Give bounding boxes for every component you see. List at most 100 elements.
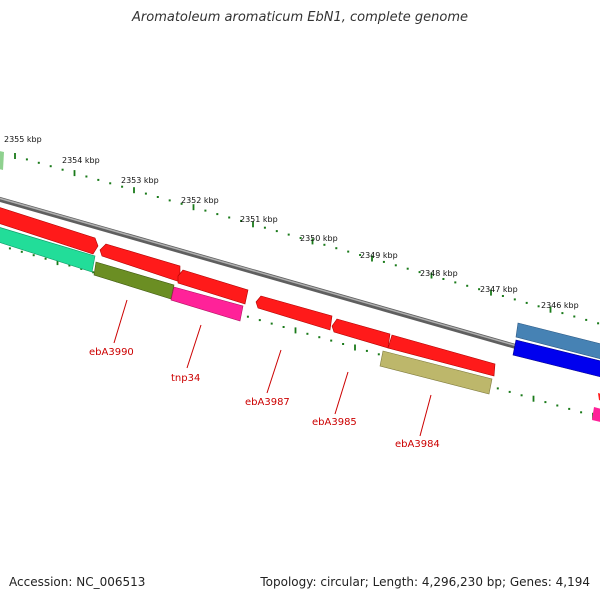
tick-label-2351: 2351 kbp: [240, 215, 278, 224]
gene-feature-red-2[interactable]: [99, 243, 181, 283]
inner-ruler-minor-tick: [306, 332, 309, 335]
callout-line-ebA3987: [266, 349, 282, 394]
gene-feature-red-5[interactable]: [331, 318, 391, 349]
gene-callouts: ebA3990 tnp34 ebA3987 ebA3985 ebA3984: [89, 299, 440, 450]
callout-line-tnp34: [186, 324, 202, 369]
tick-label-2353: 2353 kbp: [121, 176, 159, 185]
kbp-tick-labels: 2355 kbp 2354 kbp 2353 kbp 2352 kbp 2351…: [4, 135, 579, 310]
inner-ruler-minor-tick: [20, 250, 23, 253]
tick-label-2349: 2349 kbp: [360, 251, 398, 260]
map-title: Aromatoleum aromaticum EbN1, complete ge…: [132, 10, 468, 25]
outer-ruler-major-tick: [371, 255, 373, 262]
gene-feature-teal[interactable]: [0, 226, 96, 273]
gene-feature-red-4[interactable]: [255, 295, 333, 331]
tick-label-2350: 2350 kbp: [300, 234, 338, 243]
outer-ruler-major-tick: [549, 306, 552, 313]
gene-feature-blue[interactable]: [512, 339, 600, 378]
outer-ruler-minor-tick: [216, 213, 219, 216]
outer-ruler-major-tick: [14, 153, 16, 159]
inner-ruler-minor-tick: [496, 387, 499, 390]
outer-ruler-minor-tick: [180, 202, 183, 205]
gene-feature-tnp34[interactable]: [170, 286, 244, 322]
outer-ruler-major-tick: [311, 238, 314, 245]
inner-ruler-major-tick: [532, 395, 535, 402]
outer-ruler-minor-tick: [275, 230, 278, 233]
inner-ruler-minor-tick: [580, 411, 583, 414]
outer-ruler-minor-tick: [49, 165, 52, 168]
callout-line-ebA3990: [113, 299, 128, 344]
inner-ruler-minor-tick: [508, 390, 511, 393]
outer-ruler-minor-tick: [406, 267, 409, 270]
inner-ruler-minor-tick: [92, 271, 95, 274]
gene-feature-ebA3984[interactable]: [379, 350, 493, 395]
inner-ruler-minor-tick: [68, 264, 71, 267]
outer-ruler-minor-tick: [61, 168, 64, 171]
outer-ruler-minor-tick: [287, 233, 290, 236]
outer-ruler-minor-tick: [85, 175, 88, 178]
outer-ruler-minor-tick: [561, 312, 564, 315]
inner-ruler-minor-tick: [8, 247, 11, 250]
tick-label-2348: 2348 kbp: [420, 269, 458, 278]
outer-ruler-major-tick: [430, 272, 433, 279]
gene-label-ebA3987[interactable]: ebA3987: [245, 397, 290, 408]
outer-ruler-minor-tick: [454, 281, 457, 284]
gene-label-tnp34[interactable]: tnp34: [171, 373, 200, 384]
tick-label-2346: 2346 kbp: [541, 301, 579, 310]
outer-ruler-minor-tick: [585, 318, 588, 321]
accession-text: Accession: NC_006513: [9, 575, 146, 589]
outer-ruler-minor-tick: [335, 247, 338, 250]
inner-ruler-minor-tick: [80, 267, 83, 270]
callout-line-ebA3984: [419, 394, 432, 437]
outer-ruler-minor-tick: [359, 254, 362, 256]
inner-ruler-minor-tick: [44, 257, 47, 260]
outer-ruler-minor-tick: [537, 305, 540, 308]
outer-ruler-minor-tick: [382, 260, 385, 263]
outer-ruler-minor-tick: [478, 288, 481, 291]
inner-ruler-minor-tick: [556, 404, 559, 407]
tick-label-2352: 2352 kbp: [181, 196, 219, 205]
tick-label-2355: 2355 kbp: [4, 135, 42, 144]
inner-ruler-minor-tick: [377, 353, 380, 356]
inner-ruler-minor-tick: [330, 339, 333, 342]
outer-ruler-major-tick: [73, 170, 76, 177]
outer-ruler-minor-tick: [109, 182, 112, 185]
outer-ruler-minor-tick: [442, 278, 445, 280]
gene-feature-steel-blue[interactable]: [515, 322, 600, 360]
gene-feature-red-6[interactable]: [387, 334, 496, 377]
inner-ruler-minor-tick: [544, 401, 547, 404]
inner-ruler-minor-tick: [365, 349, 368, 352]
outer-ruler-minor-tick: [347, 250, 350, 253]
gene-feature-left-red[interactable]: [0, 206, 99, 255]
inner-ruler-major-tick: [354, 344, 356, 351]
genome-backbone: [0, 196, 600, 374]
outer-ruler-minor-tick: [168, 199, 171, 202]
outer-ruler-minor-tick: [466, 284, 469, 287]
outer-ruler-major-tick: [133, 187, 135, 194]
outer-ruler-minor-tick: [263, 226, 266, 229]
gene-feature-red-3[interactable]: [177, 269, 249, 305]
outer-ruler-minor-tick: [240, 219, 243, 222]
outer-ruler-minor-tick: [501, 295, 504, 297]
topology-summary: Topology: circular; Length: 4,296,230 bp…: [260, 575, 590, 589]
callout-line-ebA3985: [334, 371, 349, 415]
outer-ruler-minor-tick: [121, 185, 124, 188]
gene-label-ebA3984[interactable]: ebA3984: [395, 439, 440, 450]
gene-feature-magenta-edge[interactable]: [592, 407, 600, 423]
gene-feature-edge-top[interactable]: [0, 150, 4, 170]
gene-label-ebA3985[interactable]: ebA3985: [312, 417, 357, 428]
outer-ruler-minor-tick: [513, 298, 516, 301]
gene-label-ebA3990[interactable]: ebA3990: [89, 347, 134, 358]
outer-ruler-minor-tick: [37, 161, 40, 164]
outer-ruler-minor-tick: [204, 209, 207, 212]
outer-ruler-major-tick: [252, 221, 254, 228]
inner-ruler-minor-tick: [318, 336, 321, 339]
inner-ruler-minor-tick: [246, 315, 249, 318]
outer-ruler-major-tick: [490, 289, 492, 296]
outer-ruler-minor-tick: [25, 158, 28, 161]
genome-backbone-highlight: [0, 197, 600, 371]
outer-ruler-minor-tick: [525, 301, 528, 304]
outer-ruler-minor-tick: [323, 243, 326, 246]
inner-ruler-minor-tick: [282, 326, 285, 328]
